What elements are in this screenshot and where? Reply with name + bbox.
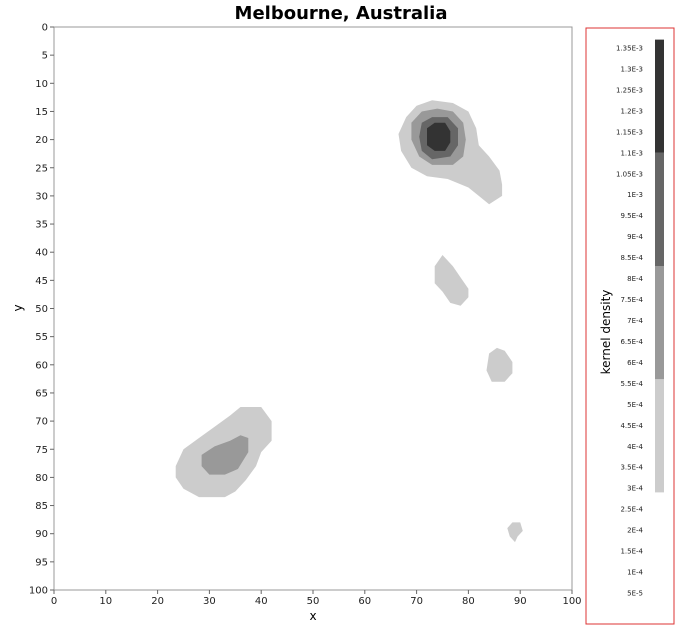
colorbar-tick-label: 8.5E-4	[620, 254, 643, 262]
y-tick-label: 10	[35, 79, 48, 90]
y-tick-label: 0	[42, 23, 48, 34]
x-tick-label: 30	[203, 596, 216, 607]
plot-area	[53, 26, 573, 591]
colorbar-tick-label: 9.5E-4	[620, 212, 643, 220]
x-axis-label: x	[309, 609, 316, 623]
y-tick-label: 50	[35, 304, 48, 315]
colorbar-tick-label: 5E-4	[627, 401, 643, 409]
x-tick-label: 40	[255, 596, 268, 607]
y-axis-label: y	[11, 304, 25, 311]
x-tick-label: 50	[307, 596, 320, 607]
colorbar-tick-label: 4.5E-4	[620, 422, 643, 430]
colorbar-tick-label: 2E-4	[627, 527, 643, 535]
colorbar-band-3	[655, 152, 664, 266]
y-tick-label: 100	[29, 586, 48, 597]
colorbar-band-2	[655, 266, 664, 380]
colorbar-tick-label: 5.5E-4	[620, 380, 643, 388]
colorbar-bands	[655, 39, 664, 493]
y-tick-label: 85	[35, 501, 48, 512]
colorbar-ticks: 1.35E-3 1.3E-3 1.25E-3 1.2E-3 1.15E-3 1.1E-3 1…	[616, 45, 644, 598]
density-region-5-level-1	[434, 255, 469, 306]
colorbar-tick-label: 1.2E-3	[620, 107, 643, 115]
colorbar-tick-label: 1.05E-3	[616, 170, 643, 178]
colorbar-tick-label: 1E-4	[627, 569, 643, 577]
density-region-9-level-1	[507, 522, 523, 543]
y-tick-label: 5	[42, 51, 48, 62]
colorbar-band-4	[655, 39, 664, 153]
colorbar-tick-label: 3.5E-4	[620, 464, 643, 472]
colorbar-tick-label: 2.5E-4	[620, 506, 643, 514]
density-regions	[175, 100, 523, 543]
x-tick-label: 10	[99, 596, 112, 607]
colorbar-panel: 1.35E-3 1.3E-3 1.25E-3 1.2E-3 1.15E-3 1.1E-3 1…	[585, 27, 675, 625]
colorbar-tick-label: 1.5E-4	[620, 548, 643, 556]
y-tick-label: 35	[35, 220, 48, 231]
colorbar-tick-label: 6.5E-4	[620, 338, 643, 346]
colorbar-tick-label: 7E-4	[627, 317, 643, 325]
colorbar-tick-label: 1.3E-3	[620, 65, 643, 73]
y-tick-label: 55	[35, 332, 48, 343]
colorbar-tick-label: 1.15E-3	[616, 128, 643, 136]
colorbar-band-1	[655, 379, 664, 493]
density-region-4-level-4	[427, 122, 451, 151]
density-region-6-level-1	[486, 347, 513, 382]
x-tick-label: 100	[562, 596, 581, 607]
y-tick-label: 60	[35, 360, 48, 371]
y-tick-label: 25	[35, 163, 48, 174]
x-tick-label: 20	[151, 596, 164, 607]
colorbar-tick-label: 9E-4	[627, 233, 643, 241]
colorbar-tick-label: 1.1E-3	[620, 149, 643, 157]
x-tick-label: 90	[514, 596, 527, 607]
y-tick-label: 75	[35, 445, 48, 456]
y-tick-label: 65	[35, 388, 48, 399]
x-axis: 0 10 20 30 40 50 60 70 80 90 100	[51, 590, 582, 607]
y-tick-label: 30	[35, 191, 48, 202]
y-tick-label: 45	[35, 276, 48, 287]
colorbar-tick-label: 4E-4	[627, 443, 643, 451]
y-tick-label: 15	[35, 107, 48, 118]
y-tick-label: 20	[35, 135, 48, 146]
chart-title: Melbourne, Australia	[235, 3, 448, 24]
colorbar-tick-label: 8E-4	[627, 275, 643, 283]
y-tick-label: 95	[35, 557, 48, 568]
x-tick-label: 70	[410, 596, 423, 607]
colorbar-tick-label: 5E-5	[627, 590, 643, 598]
y-tick-label: 70	[35, 417, 48, 428]
colorbar-tick-label: 1E-3	[627, 191, 643, 199]
density-region-8-level-2	[201, 435, 249, 475]
colorbar-tick-label: 3E-4	[627, 485, 643, 493]
x-tick-label: 80	[462, 596, 475, 607]
y-axis: 0 5 10 15 20 25 30 35 40 45 50 55 60 65 70 75 80 85 90 95 10…	[29, 23, 54, 597]
y-tick-label: 80	[35, 473, 48, 484]
y-tick-label: 40	[35, 248, 48, 259]
x-tick-label: 60	[358, 596, 371, 607]
colorbar-tick-label: 1.35E-3	[616, 45, 643, 53]
colorbar-tick-label: 7.5E-4	[620, 296, 643, 304]
colorbar-label: kernel density	[599, 290, 613, 375]
colorbar-tick-label: 1.25E-3	[616, 86, 643, 94]
y-tick-label: 90	[35, 529, 48, 540]
x-tick-label: 0	[51, 596, 57, 607]
colorbar-tick-label: 6E-4	[627, 359, 643, 367]
